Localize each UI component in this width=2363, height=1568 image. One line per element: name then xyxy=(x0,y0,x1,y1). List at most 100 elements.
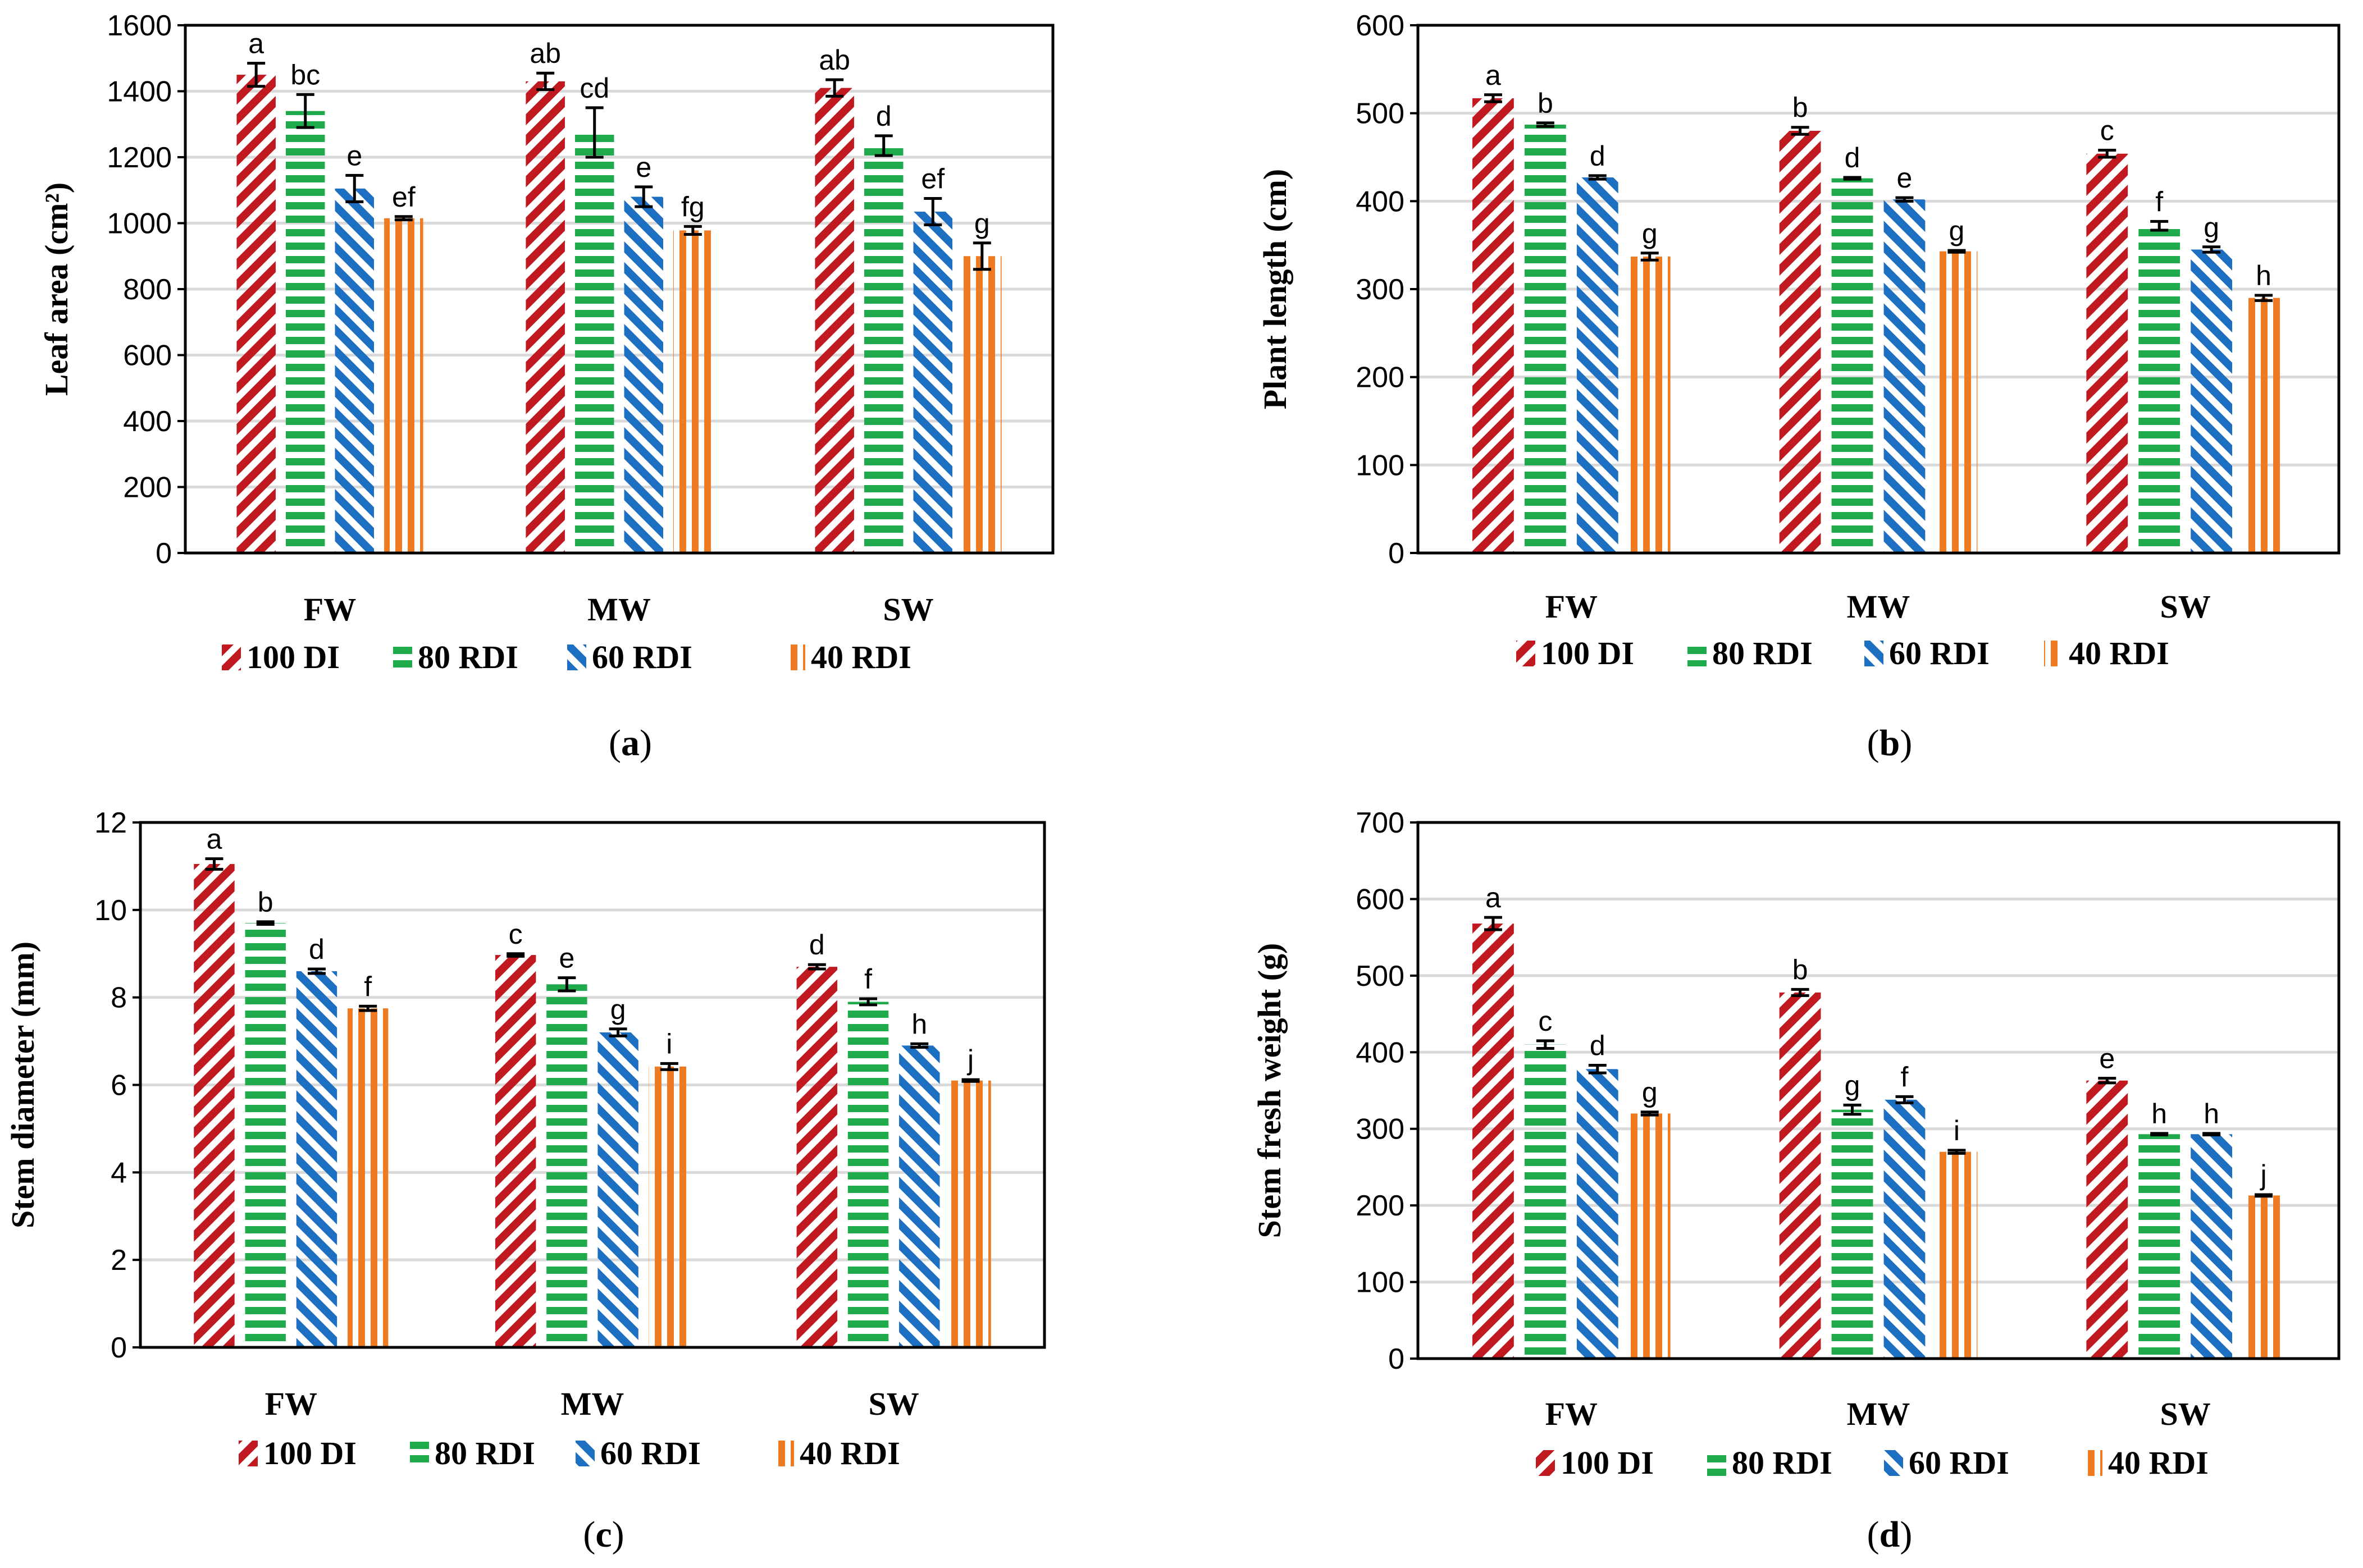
y-tick-label: 0 xyxy=(1388,537,1404,570)
significance-letter: d xyxy=(876,100,892,132)
legend-swatch xyxy=(786,644,805,670)
bar-mw-100-di xyxy=(526,81,565,553)
significance-letter: ef xyxy=(921,163,945,194)
bar-fw-60-rdi xyxy=(1576,177,1618,553)
y-tick-label: 6 xyxy=(111,1069,127,1102)
significance-letter: e xyxy=(2099,1043,2115,1075)
error-bar xyxy=(1843,1103,1862,1116)
legend-swatch xyxy=(1707,1450,1726,1476)
chart-panel-b: a b d g FW b d e g MW c f g h SW 0 100 200 300 400 500 600 Pla… xyxy=(1257,10,2341,764)
legend-label: 80 RDI xyxy=(418,639,518,675)
error-bar xyxy=(536,71,555,92)
significance-letter: c xyxy=(509,918,523,950)
bar-mw-40-rdi xyxy=(1936,1151,1978,1359)
bar-sw-100-di xyxy=(815,88,854,553)
y-tick-label: 1200 xyxy=(107,141,172,174)
error-bar xyxy=(1947,1149,1966,1155)
legend: 100 DI 80 RDI 60 RDI 40 RDI xyxy=(239,1435,900,1471)
bar-fw-100-di xyxy=(1472,924,1514,1359)
legend-item: 80 RDI xyxy=(393,639,518,675)
significance-letter: e xyxy=(559,943,574,974)
bar-sw-80-rdi xyxy=(2138,1134,2180,1359)
significance-letter: e xyxy=(346,140,362,171)
legend-label: 100 DI xyxy=(263,1435,357,1471)
significance-letter: fg xyxy=(681,191,705,222)
error-bar xyxy=(635,185,653,208)
error-bar xyxy=(924,196,942,226)
category-label: FW xyxy=(304,591,356,628)
significance-letter: a xyxy=(207,824,222,855)
legend-item: 40 RDI xyxy=(2083,1444,2209,1481)
category-label: FW xyxy=(265,1386,317,1422)
bar-mw-40-rdi xyxy=(649,1066,690,1347)
error-bar xyxy=(859,997,878,1007)
significance-letter: g xyxy=(1642,218,1658,249)
legend-swatch xyxy=(1864,641,1883,666)
legend-label: 100 DI xyxy=(1561,1444,1654,1481)
error-bar xyxy=(1640,252,1659,262)
significance-letter: f xyxy=(364,971,372,1002)
legend-item: 80 RDI xyxy=(410,1435,535,1471)
bar-fw-100-di xyxy=(236,75,276,553)
legend-item: 60 RDI xyxy=(1884,1444,2009,1481)
significance-letter: c xyxy=(2100,115,2114,146)
bar-sw-100-di xyxy=(2086,153,2128,553)
significance-letter: a xyxy=(248,28,264,60)
error-bar xyxy=(825,78,844,98)
bar-fw-40-rdi xyxy=(347,1008,389,1347)
bar-sw-80-rdi xyxy=(2138,226,2180,553)
significance-letter: b xyxy=(1792,92,1808,124)
y-tick-label: 100 xyxy=(1356,1267,1404,1299)
error-bar xyxy=(345,173,364,203)
significance-letter: cd xyxy=(580,72,609,104)
significance-letter: e xyxy=(636,152,651,183)
bar-mw-100-di xyxy=(495,955,536,1347)
significance-letter: h xyxy=(2151,1098,2167,1130)
error-bar xyxy=(2098,148,2116,159)
legend-swatch xyxy=(222,644,241,670)
significance-letter: b xyxy=(258,886,273,918)
legend-swatch xyxy=(1687,641,1707,666)
error-bar xyxy=(1843,176,1862,181)
bar-sw-80-rdi xyxy=(864,145,904,553)
category-label: MW xyxy=(1847,1396,1910,1432)
error-bar xyxy=(910,1042,929,1049)
significance-letter: i xyxy=(1954,1115,1960,1146)
significance-letter: d xyxy=(1590,1030,1605,1061)
significance-letter: f xyxy=(2155,186,2163,217)
y-tick-label: 500 xyxy=(1356,960,1404,993)
y-tick-label: 12 xyxy=(94,807,127,839)
significance-letter: d xyxy=(309,934,325,965)
y-tick-label: 1600 xyxy=(107,10,172,42)
bar-fw-100-di xyxy=(194,864,235,1347)
error-bar xyxy=(394,215,413,222)
bar-fw-80-rdi xyxy=(1524,1044,1566,1359)
error-bar xyxy=(307,967,326,975)
y-tick-label: 500 xyxy=(1356,98,1404,130)
bar-sw-40-rdi xyxy=(962,256,1002,553)
bar-sw-60-rdi xyxy=(2191,249,2233,553)
legend-item: 100 DI xyxy=(222,639,340,675)
legend-label: 40 RDI xyxy=(800,1435,900,1471)
bar-sw-40-rdi xyxy=(2243,298,2284,553)
y-tick-label: 200 xyxy=(1356,362,1404,394)
significance-letter: j xyxy=(966,1044,974,1076)
legend-label: 80 RDI xyxy=(1732,1444,1832,1481)
significance-letter: d xyxy=(809,929,825,961)
legend-item: 40 RDI xyxy=(2044,635,2169,671)
legend-item: 40 RDI xyxy=(786,639,911,675)
error-bar xyxy=(1484,93,1502,103)
bar-sw-40-rdi xyxy=(2243,1195,2284,1359)
significance-letter: ab xyxy=(530,38,561,69)
bar-mw-80-rdi xyxy=(1831,1109,1873,1359)
error-bar xyxy=(1947,249,1966,254)
bar-fw-80-rdi xyxy=(245,923,286,1347)
bar-fw-60-rdi xyxy=(296,971,337,1347)
y-tick-label: 300 xyxy=(1356,1113,1404,1146)
error-bar xyxy=(1536,1039,1554,1050)
significance-letter: h xyxy=(2256,260,2271,291)
legend-swatch xyxy=(393,644,412,670)
y-axis-label: Leaf area (cm²) xyxy=(38,182,75,396)
significance-letter: b xyxy=(1538,88,1553,119)
legend-label: 60 RDI xyxy=(1909,1444,2009,1481)
